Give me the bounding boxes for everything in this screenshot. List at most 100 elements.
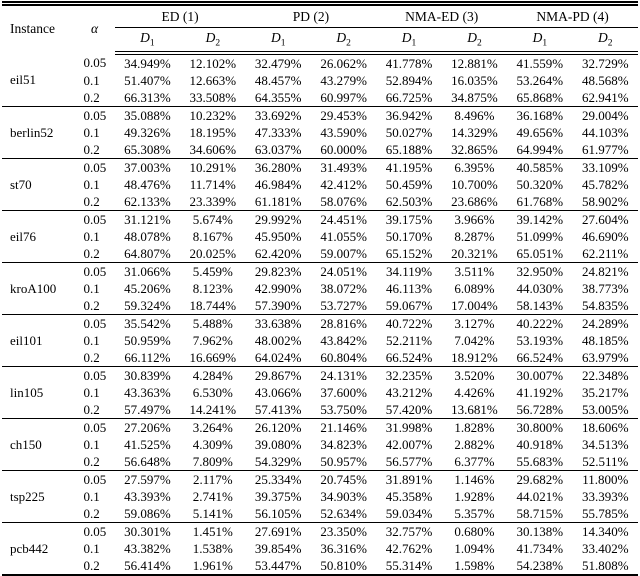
value-cell: 52.894%: [385, 72, 433, 88]
value-cell: 41.055%: [320, 228, 367, 244]
value-cell: 27.691%: [245, 521, 311, 540]
value-cell: 14.241%: [189, 401, 237, 417]
value-cell: 42.990%: [254, 280, 302, 296]
value-cell: 42.412%: [320, 176, 367, 192]
value-cell: 39.854%: [254, 540, 302, 556]
value-cell: 45.950%: [254, 228, 302, 244]
value-cell: 57.420%: [385, 401, 433, 417]
table-row: pcb442 0.05 30.301% 1.451% 27.691% 23.350% 32.…: [2, 521, 638, 575]
value-cell: 21.146%: [310, 417, 377, 436]
instance-cell: lin105: [2, 365, 75, 419]
value-cell: 56.577%: [385, 453, 433, 469]
alpha-cell: 0.1: [83, 72, 100, 88]
table-row: 0.2 66.112% 16.669% 64.024% 60.804% 66.524% 18…: [2, 349, 638, 367]
value-cell: 53.264%: [516, 72, 564, 88]
value-cell: 33.508%: [189, 89, 237, 105]
value-cell: 61.181%: [254, 193, 302, 209]
instance-cell: pcb442: [2, 521, 75, 575]
instance-cell: eil76: [2, 209, 75, 263]
table-row: st70 0.05 37.003% 10.291% 36.280% 31.493% 41.1…: [2, 157, 638, 211]
value-cell: 24.289%: [572, 313, 638, 332]
value-cell: 16.035%: [451, 72, 498, 88]
value-cell: 34.949%: [124, 55, 171, 71]
value-cell: 30.138%: [507, 521, 573, 540]
table-row: 0.1 41.525% 4.309% 39.080% 34.823% 42.007% 2.8…: [2, 436, 638, 453]
value-cell: 42.762%: [385, 540, 433, 556]
value-cell: 36.280%: [245, 157, 311, 176]
value-cell: 56.414%: [124, 557, 171, 573]
value-cell: 4.426%: [454, 384, 495, 400]
table-body: eil51 0.05 34.949% 12.102% 32.479% 26.062% 41.…: [2, 53, 638, 575]
instance-cell: eil51: [10, 71, 36, 87]
value-cell: 18.744%: [189, 297, 237, 313]
column-group-nma-ed: NMA-ED (3): [376, 3, 508, 28]
value-cell: 18.606%: [572, 417, 638, 436]
value-cell: 12.102%: [189, 55, 237, 71]
value-cell: 26.120%: [245, 417, 311, 436]
alpha-cell: 0.05: [74, 157, 115, 176]
value-cell: 46.690%: [581, 228, 629, 244]
value-cell: 54.238%: [516, 557, 564, 573]
value-cell: 50.459%: [385, 176, 433, 192]
value-cell: 8.167%: [192, 228, 233, 244]
alpha-cell: 0.1: [83, 436, 100, 452]
alpha-cell: 0.05: [74, 469, 115, 488]
value-cell: 61.977%: [581, 141, 629, 157]
value-cell: 48.568%: [581, 72, 629, 88]
value-cell: 62.133%: [124, 193, 171, 209]
value-cell: 50.027%: [385, 124, 433, 140]
alpha-cell: 0.2: [83, 141, 100, 157]
value-cell: 10.291%: [180, 157, 246, 176]
value-cell: 58.076%: [320, 193, 367, 209]
value-cell: 53.447%: [254, 557, 302, 573]
table-row: 0.2 59.086% 5.141% 56.105% 52.634% 59.034% 5.3…: [2, 505, 638, 523]
value-cell: 50.959%: [124, 332, 171, 348]
alpha-cell: 0.05: [74, 417, 115, 436]
alpha-cell: 0.2: [83, 297, 100, 313]
value-cell: 5.357%: [454, 505, 495, 521]
value-cell: 27.604%: [572, 209, 638, 228]
table-row: eil76 0.05 31.121% 5.674% 29.992% 24.451% 39.1…: [2, 209, 638, 263]
value-cell: 13.681%: [451, 401, 498, 417]
value-cell: 39.080%: [254, 436, 302, 452]
value-cell: 43.066%: [254, 384, 302, 400]
value-cell: 32.479%: [254, 55, 302, 71]
value-cell: 48.185%: [581, 332, 629, 348]
alpha-cell: 0.1: [83, 384, 100, 400]
value-cell: 51.407%: [124, 72, 171, 88]
alpha-cell: 0.2: [83, 401, 100, 417]
value-cell: 11.714%: [189, 176, 236, 192]
instance-cell: berlin52: [2, 105, 75, 159]
column-header-ed-d1: D1: [114, 27, 181, 55]
alpha-cell: 0.2: [83, 505, 100, 521]
column-header-nma-pd-d1: D1: [507, 27, 573, 55]
column-header-pd-d2: D2: [310, 27, 377, 55]
alpha-cell: 0.2: [83, 89, 100, 105]
value-cell: 8.123%: [192, 280, 233, 296]
value-cell: 59.086%: [124, 505, 171, 521]
value-cell: 34.903%: [320, 488, 367, 504]
value-cell: 54.835%: [581, 297, 629, 313]
value-cell: 54.329%: [254, 453, 302, 469]
value-cell: 31.493%: [310, 157, 377, 176]
column-header-nma-ed-d1: D1: [376, 27, 442, 55]
column-header-pd-d1: D1: [245, 27, 311, 55]
value-cell: 18.912%: [451, 349, 498, 365]
value-cell: 57.497%: [124, 401, 171, 417]
value-cell: 4.309%: [192, 436, 233, 452]
table-row: 0.1 48.078% 8.167% 45.950% 41.055% 50.170% 8.2…: [2, 228, 638, 245]
value-cell: 33.692%: [245, 105, 311, 124]
table-row: tsp225 0.05 27.597% 2.117% 25.334% 20.745% 31.…: [2, 469, 638, 523]
value-cell: 36.316%: [320, 540, 367, 556]
value-cell: 37.600%: [320, 384, 367, 400]
value-cell: 45.358%: [385, 488, 433, 504]
value-cell: 20.745%: [310, 469, 377, 488]
column-header-alpha: α: [91, 21, 99, 37]
value-cell: 25.334%: [245, 469, 311, 488]
value-cell: 65.188%: [385, 141, 433, 157]
value-cell: 1.146%: [441, 469, 508, 488]
value-cell: 43.279%: [320, 72, 367, 88]
value-cell: 38.773%: [581, 280, 629, 296]
value-cell: 14.329%: [451, 124, 498, 140]
